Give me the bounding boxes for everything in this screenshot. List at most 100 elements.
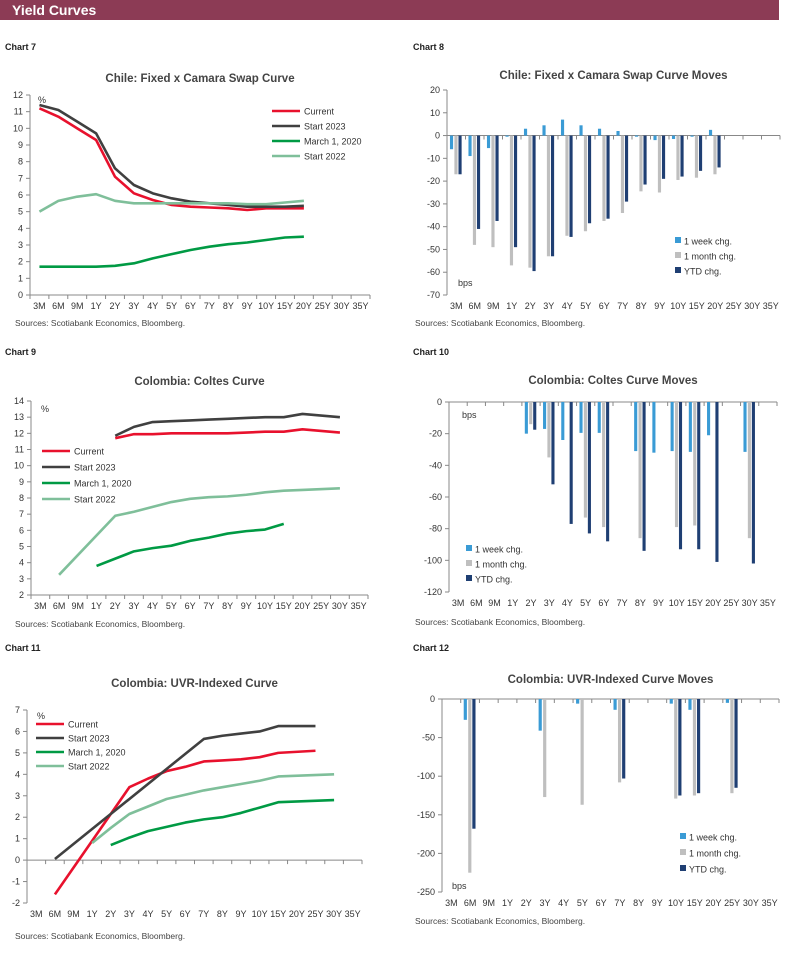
y-tick-label: -150: [417, 810, 435, 820]
bar: [597, 128, 602, 136]
y-unit-label: bps: [452, 881, 467, 891]
bar: [529, 402, 533, 425]
bar: [715, 402, 719, 562]
bar: [734, 699, 738, 788]
bar: [546, 135, 551, 257]
bar: [678, 699, 682, 796]
bar: [472, 135, 477, 245]
legend-label: YTD chg.: [475, 575, 513, 585]
x-tick-label: 6Y: [185, 301, 196, 311]
x-tick-label: 6Y: [185, 601, 196, 611]
chart-number-label: Chart 11: [5, 643, 41, 653]
y-tick-label: 14: [14, 396, 24, 406]
chart-title: Colombia: UVR-Indexed Curve Moves: [508, 674, 714, 686]
bar: [583, 402, 587, 518]
y-tick-label: 6: [18, 190, 23, 200]
x-tick-label: 2Y: [105, 909, 116, 919]
bar: [463, 699, 467, 720]
x-tick-label: 25Y: [723, 598, 739, 608]
y-tick-label: -200: [417, 848, 435, 858]
bar: [747, 402, 751, 539]
x-tick-label: 6M: [52, 301, 65, 311]
bar: [697, 402, 701, 550]
bar: [486, 135, 491, 149]
y-tick-label: 2: [19, 590, 24, 600]
y-tick-label: 4: [18, 223, 23, 233]
source-note: Sources: Scotiabank Economics, Bloomberg…: [415, 617, 585, 627]
x-tick-label: 15Y: [687, 598, 703, 608]
bar: [491, 135, 495, 248]
x-tick-label: 25Y: [726, 301, 742, 311]
x-tick-label: 3M: [33, 301, 46, 311]
bar: [708, 129, 713, 136]
x-tick-label: 6Y: [596, 898, 607, 908]
series-line: [114, 412, 341, 437]
legend-label: Start 2022: [304, 152, 346, 162]
x-tick-label: 3M: [452, 598, 465, 608]
bar: [505, 135, 509, 137]
x-tick-label: 3Y: [124, 909, 135, 919]
bar: [542, 125, 546, 136]
bar: [523, 128, 528, 136]
chart-title: Colombia: Coltes Curve Moves: [528, 375, 697, 387]
legend-label: March 1, 2020: [74, 479, 132, 489]
series-line: [53, 749, 316, 896]
bar: [468, 699, 472, 873]
bar: [550, 135, 555, 257]
bar: [692, 699, 697, 796]
x-tick-label: 3M: [445, 898, 458, 908]
y-tick-label: -60: [427, 267, 440, 277]
x-tick-label: 10Y: [669, 598, 685, 608]
x-tick-label: 6M: [464, 898, 477, 908]
chart-9-svg: Colombia: Coltes Curve 2 3 4 5 6 7 8 9 10 11 12 13 14…: [14, 376, 369, 629]
bar: [634, 135, 639, 137]
x-tick-label: 4Y: [147, 601, 158, 611]
legend-label: March 1, 2020: [304, 137, 362, 147]
bar: [576, 699, 580, 704]
y-tick-label: -40: [427, 222, 440, 232]
bar: [528, 135, 532, 268]
y-tick-label: 3: [15, 791, 20, 801]
y-tick-label: 2: [18, 257, 23, 267]
x-tick-label: 3Y: [539, 898, 550, 908]
x-tick-label: 2Y: [110, 601, 121, 611]
legend-swatch: [466, 575, 472, 581]
x-tick-label: 7Y: [204, 301, 215, 311]
x-tick-label: 35Y: [760, 598, 776, 608]
x-tick-label: 4Y: [562, 598, 573, 608]
legend-label: 1 week chg.: [475, 545, 523, 555]
y-unit-label: %: [38, 95, 46, 105]
x-tick-label: 20Y: [289, 909, 305, 919]
y-tick-label: 8: [19, 493, 24, 503]
legend-label: 1 month chg.: [475, 560, 527, 570]
x-tick-label: 2Y: [525, 301, 536, 311]
source-note: Sources: Scotiabank Economics, Bloomberg…: [15, 318, 185, 328]
y-tick-label: 7: [19, 509, 24, 519]
x-tick-label: 1Y: [91, 301, 102, 311]
chart-title: Chile: Fixed x Camara Swap Curve Moves: [499, 70, 727, 82]
x-tick-label: 25Y: [724, 898, 740, 908]
y-tick-label: -60: [429, 492, 442, 502]
y-tick-label: -10: [427, 153, 440, 163]
y-tick-label: 0: [437, 397, 442, 407]
bar: [634, 402, 638, 452]
y-tick-label: 0: [435, 131, 440, 141]
chart-10-svg: Colombia: Coltes Curve Moves -120 -100 -80 -…: [415, 375, 778, 627]
y-tick-label: 5: [19, 542, 24, 552]
y-tick-label: -70: [427, 290, 440, 300]
x-tick-label: 8Y: [635, 598, 646, 608]
y-tick-label: 1: [18, 273, 23, 283]
bar: [569, 402, 573, 524]
bar: [538, 699, 542, 731]
legend-swatch: [680, 865, 686, 871]
x-tick-label: 8Y: [222, 601, 233, 611]
x-tick-label: 9M: [483, 898, 496, 908]
series-line: [38, 192, 305, 213]
bar: [639, 135, 643, 192]
source-note: Sources: Scotiabank Economics, Bloomberg…: [415, 318, 585, 328]
y-tick-label: 4: [15, 769, 20, 779]
chart-number-label: Chart 7: [5, 42, 37, 52]
x-tick-label: 5Y: [166, 601, 177, 611]
bar: [725, 699, 730, 703]
x-tick-label: 8Y: [633, 898, 644, 908]
